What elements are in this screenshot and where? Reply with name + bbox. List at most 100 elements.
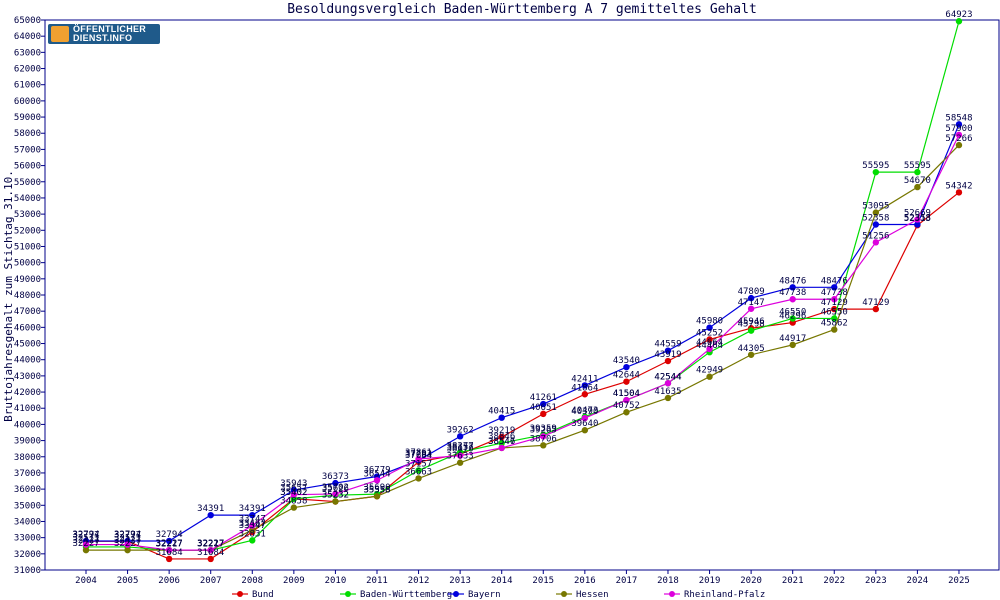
data-point-rheinland-pfalz [623,396,630,404]
data-point-hessen [456,459,464,466]
data-label-bayern: 52358 [904,214,931,224]
data-label-bayern: 47809 [738,287,765,297]
data-point-rheinland-pfalz [955,131,963,139]
data-point-rheinland-pfalz [124,541,131,548]
data-label-hessen: 41635 [654,387,681,397]
data-label-hessen: 32227 [197,539,224,549]
data-label-baden-w-rttemberg: 35690 [363,483,390,493]
data-point-bund [207,555,214,563]
data-label-bund: 38157 [447,443,474,453]
data-label-rheinland-pfalz: 36544 [363,469,390,479]
data-point-baden-w-rttemberg [831,315,838,322]
data-point-bayern [290,486,298,494]
x-tick-label: 2018 [657,576,679,586]
x-tick-label: 2020 [740,576,762,586]
data-label-baden-w-rttemberg: 32831 [239,529,266,539]
data-point-bayern [831,284,838,291]
data-label-hessen: 54670 [904,176,931,186]
x-tick-label: 2012 [408,576,430,586]
data-label-rheinland-pfalz: 32227 [197,539,224,549]
y-tick-label: 39000 [14,437,41,447]
data-label-bund: 31684 [156,548,183,558]
data-labels: 32777 32777 31684 31684 33347 35402 35232 35558… [72,10,972,558]
x-tick-label: 2021 [782,576,804,586]
data-point-bayern [664,347,672,354]
data-label-bayern: 34391 [197,504,224,514]
data-label-hessen: 32227 [114,539,141,549]
x-tick-label: 2015 [532,576,554,586]
legend-label-rheinland-pfalz: Rheinland-Pfalz [684,590,765,600]
series-line-rheinland-pfalz [86,134,960,551]
data-point-hessen [332,498,339,505]
data-label-bayern: 52358 [862,214,889,224]
y-tick-label: 56000 [14,162,41,172]
data-label-bund: 35402 [280,488,307,498]
y-tick-label: 64000 [14,32,41,42]
y-tick-label: 36000 [14,485,41,495]
chart-title: Besoldungsvergleich Baden-Württemberg A … [287,2,757,17]
data-point-bayern [955,121,963,128]
data-label-baden-w-rttemberg: 32427 [114,536,141,546]
data-label-bund: 40651 [530,403,557,413]
legend-marker-bund [237,591,243,597]
y-tick-label: 49000 [14,275,41,285]
data-point-bayern [207,511,214,519]
data-label-rheinland-pfalz: 47738 [779,288,806,298]
data-label-bayern: 32794 [114,530,141,540]
data-point-bayern [498,414,505,421]
data-label-bund: 31684 [197,548,224,558]
x-tick-label: 2004 [75,576,97,586]
x-tick-label: 2010 [325,576,347,586]
y-tick-label: 63000 [14,48,41,58]
data-label-bayern: 36779 [363,466,390,476]
data-point-rheinland-pfalz [415,455,422,463]
data-label-bayern: 35943 [280,479,307,489]
data-label-rheinland-pfalz: 41504 [613,389,640,399]
data-label-baden-w-rttemberg: 41504 [613,389,640,399]
y-tick-label: 48000 [14,291,41,301]
data-label-hessen: 32227 [156,539,183,549]
y-tick-label: 51000 [14,242,41,252]
y-tick-label: 42000 [14,388,41,398]
data-label-rheinland-pfalz: 40390 [571,407,598,417]
data-label-rheinland-pfalz: 37861 [405,448,432,458]
data-point-hessen [872,209,880,216]
x-tick-label: 2008 [241,576,263,586]
x-tick-label: 2025 [948,576,970,586]
data-label-bund: 47129 [862,298,889,308]
data-point-bayern [581,382,589,389]
data-point-rheinland-pfalz [706,345,713,353]
data-label-bayern: 32794 [156,530,183,540]
y-tick-label: 44000 [14,356,41,366]
data-point-rheinland-pfalz [332,490,339,498]
data-label-baden-w-rttemberg: 39359 [530,424,557,434]
legend-label-baden-w-rttemberg: Baden-Württemberg [360,590,452,600]
y-tick-label: 50000 [14,259,41,269]
data-label-hessen: 34858 [280,497,307,507]
x-tick-label: 2005 [117,576,139,586]
series-line-hessen [86,144,960,551]
data-point-baden-w-rttemberg [872,168,880,176]
data-label-baden-w-rttemberg: 35626 [322,484,349,494]
data-label-baden-w-rttemberg: 38846 [488,432,515,442]
y-tick-label: 59000 [14,113,41,123]
data-label-bund: 33347 [239,521,266,531]
x-tick-label: 2022 [823,576,845,586]
data-point-bayern [456,433,464,440]
data-label-hessen: 35558 [363,485,390,495]
data-label-rheinland-pfalz: 35702 [322,483,349,493]
y-tick-label: 54000 [14,194,41,204]
series-line-bayern [86,124,960,542]
data-point-hessen [664,394,672,402]
data-label-bayern: 37783 [405,449,432,459]
data-label-baden-w-rttemberg: 44464 [696,341,723,351]
y-tick-label: 40000 [14,420,41,430]
y-tick-label: 38000 [14,453,41,463]
data-label-bund: 37684 [405,451,432,461]
data-label-rheinland-pfalz: 39265 [530,425,557,435]
data-point-hessen [373,493,381,500]
data-point-baden-w-rttemberg [955,18,963,25]
y-tick-label: 31000 [14,566,41,576]
data-point-hessen [747,351,755,358]
